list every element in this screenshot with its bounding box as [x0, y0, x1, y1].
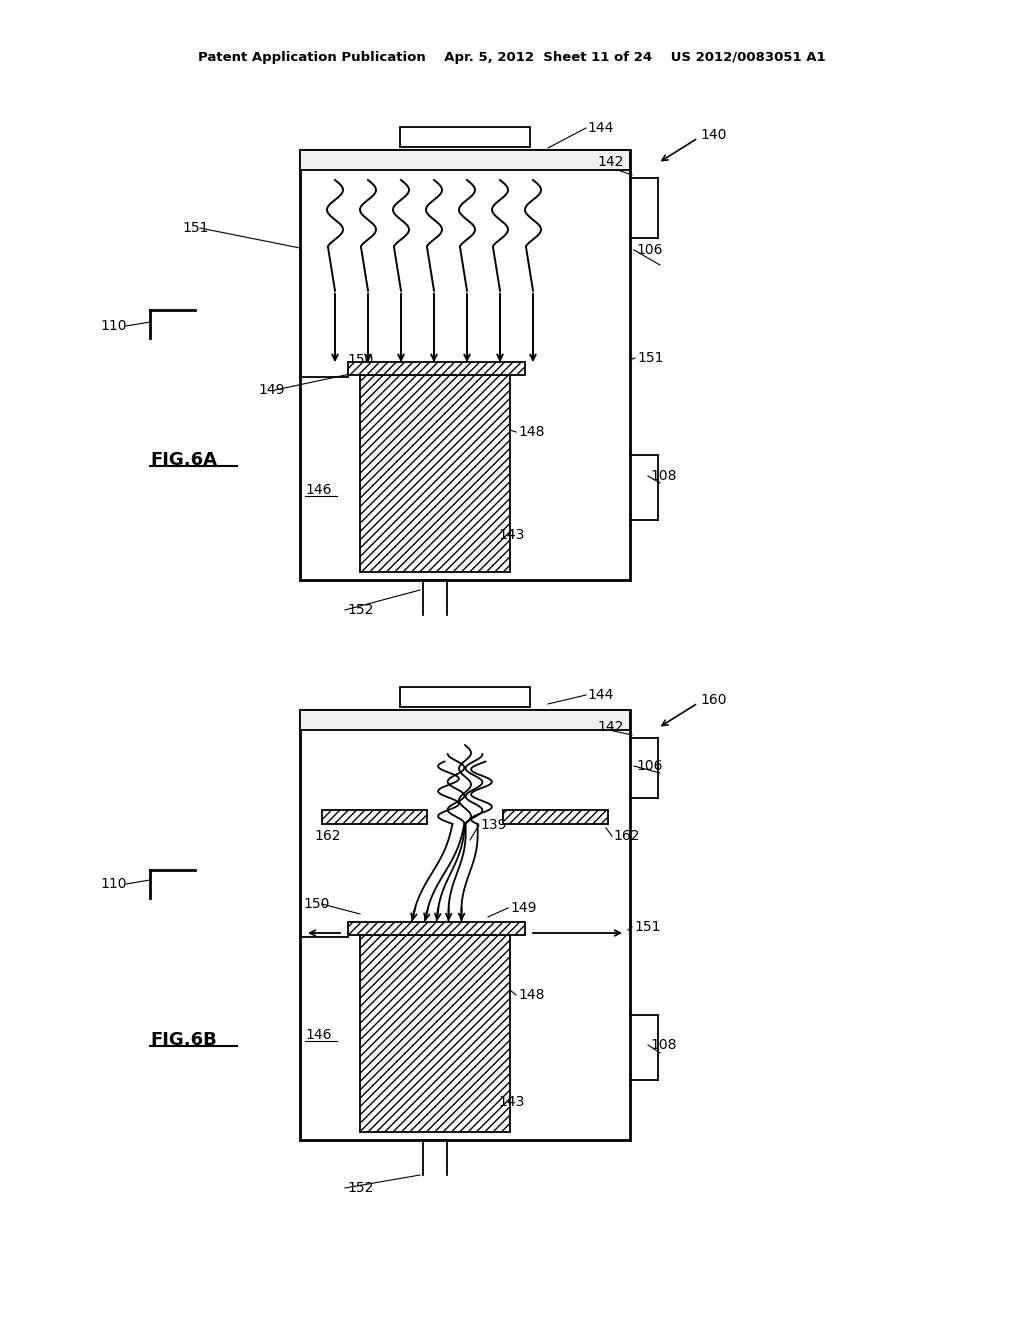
Text: 140: 140 — [700, 128, 726, 143]
Text: 110: 110 — [100, 876, 127, 891]
Text: 106: 106 — [636, 243, 663, 257]
Text: 108: 108 — [650, 469, 677, 483]
Text: 139: 139 — [480, 818, 507, 832]
Text: 148: 148 — [518, 987, 545, 1002]
Text: 148: 148 — [518, 425, 545, 440]
Text: 151: 151 — [637, 351, 664, 366]
Bar — [300, 710, 630, 730]
Text: 162: 162 — [613, 829, 640, 843]
Bar — [322, 810, 427, 824]
Text: 160: 160 — [700, 693, 726, 708]
Text: 143: 143 — [498, 528, 524, 543]
Text: 108: 108 — [650, 1038, 677, 1052]
Text: 152: 152 — [347, 1181, 374, 1195]
Text: 151: 151 — [634, 920, 660, 935]
Bar — [360, 935, 510, 1133]
Bar — [348, 921, 525, 935]
Text: 143: 143 — [498, 1096, 524, 1109]
Text: 144: 144 — [587, 121, 613, 135]
Bar — [400, 127, 530, 147]
Text: 149: 149 — [510, 902, 537, 915]
Bar — [400, 686, 530, 708]
Bar — [348, 362, 525, 375]
Text: 142: 142 — [597, 154, 624, 169]
Text: 110: 110 — [100, 319, 127, 333]
Text: 142: 142 — [597, 719, 624, 734]
Bar — [360, 375, 510, 572]
Text: FIG.6A: FIG.6A — [150, 451, 217, 469]
Text: 151: 151 — [182, 220, 209, 235]
Text: 162: 162 — [314, 829, 341, 843]
Text: 149: 149 — [258, 383, 285, 397]
Text: Patent Application Publication    Apr. 5, 2012  Sheet 11 of 24    US 2012/008305: Patent Application Publication Apr. 5, 2… — [199, 51, 825, 65]
Bar — [300, 710, 630, 1140]
Bar — [300, 150, 630, 579]
Text: FIG.6B: FIG.6B — [150, 1031, 217, 1049]
Text: 150: 150 — [303, 898, 330, 911]
Bar — [300, 150, 630, 170]
Bar — [503, 810, 608, 824]
Text: 146: 146 — [305, 483, 332, 498]
Text: 146: 146 — [305, 1028, 332, 1041]
Text: 150: 150 — [347, 352, 374, 367]
Text: 152: 152 — [347, 603, 374, 616]
Text: 144: 144 — [587, 688, 613, 702]
Text: 106: 106 — [636, 759, 663, 774]
